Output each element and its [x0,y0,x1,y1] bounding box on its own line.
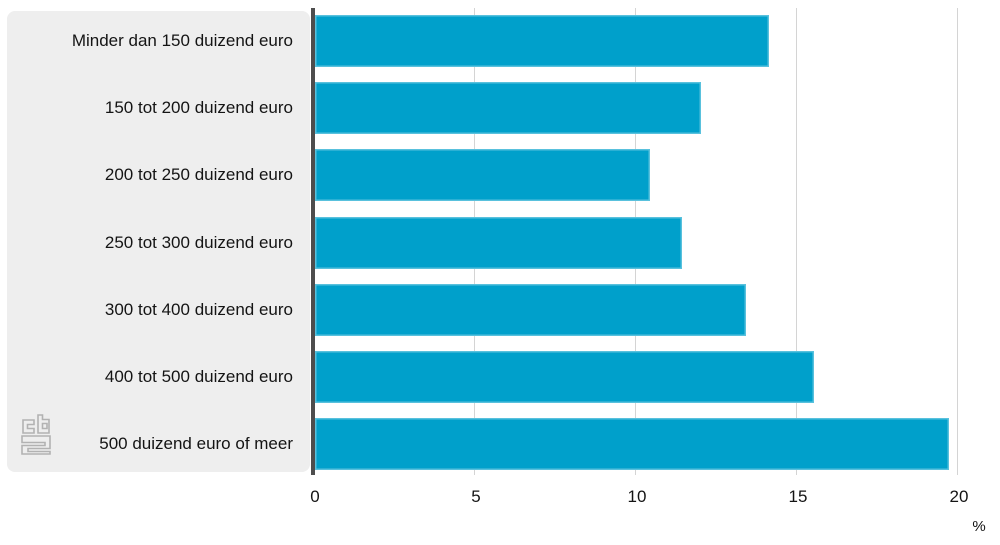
bar-3 [315,216,683,269]
bar-0 [315,15,770,67]
bar-4 [315,283,747,336]
category-label-panel: Minder dan 150 duizend euro 150 tot 200 d… [7,11,310,472]
x-tick-label-20: 20 [949,487,969,506]
category-label-5: 400 tot 500 duizend euro [104,366,293,386]
x-axis-zero-line [311,8,315,475]
category-label-4: 300 tot 400 duizend euro [104,299,293,319]
category-label-2: 200 tot 250 duizend euro [104,165,293,185]
bar-6 [315,418,950,471]
x-tick-label-15: 15 [788,487,808,506]
bar-2 [315,149,650,202]
category-label-1: 150 tot 200 duizend euro [104,98,293,118]
cbs-logo [21,414,51,455]
category-label-3: 250 tot 300 duizend euro [104,232,293,252]
category-label-0: Minder dan 150 duizend euro [71,31,293,50]
gridline-x20 [957,8,958,475]
gridline-x15 [796,8,797,475]
x-tick-label-0: 0 [310,487,320,506]
bar-1 [315,82,702,135]
category-label-6: 500 duizend euro of meer [99,434,293,454]
bar-5 [315,350,815,403]
x-tick-label-10: 10 [627,487,647,506]
plot-area [311,8,985,475]
cbs-logo-paths [21,414,51,455]
x-tick-label-5: 5 [471,487,481,506]
x-axis-unit-label: % [972,518,986,535]
